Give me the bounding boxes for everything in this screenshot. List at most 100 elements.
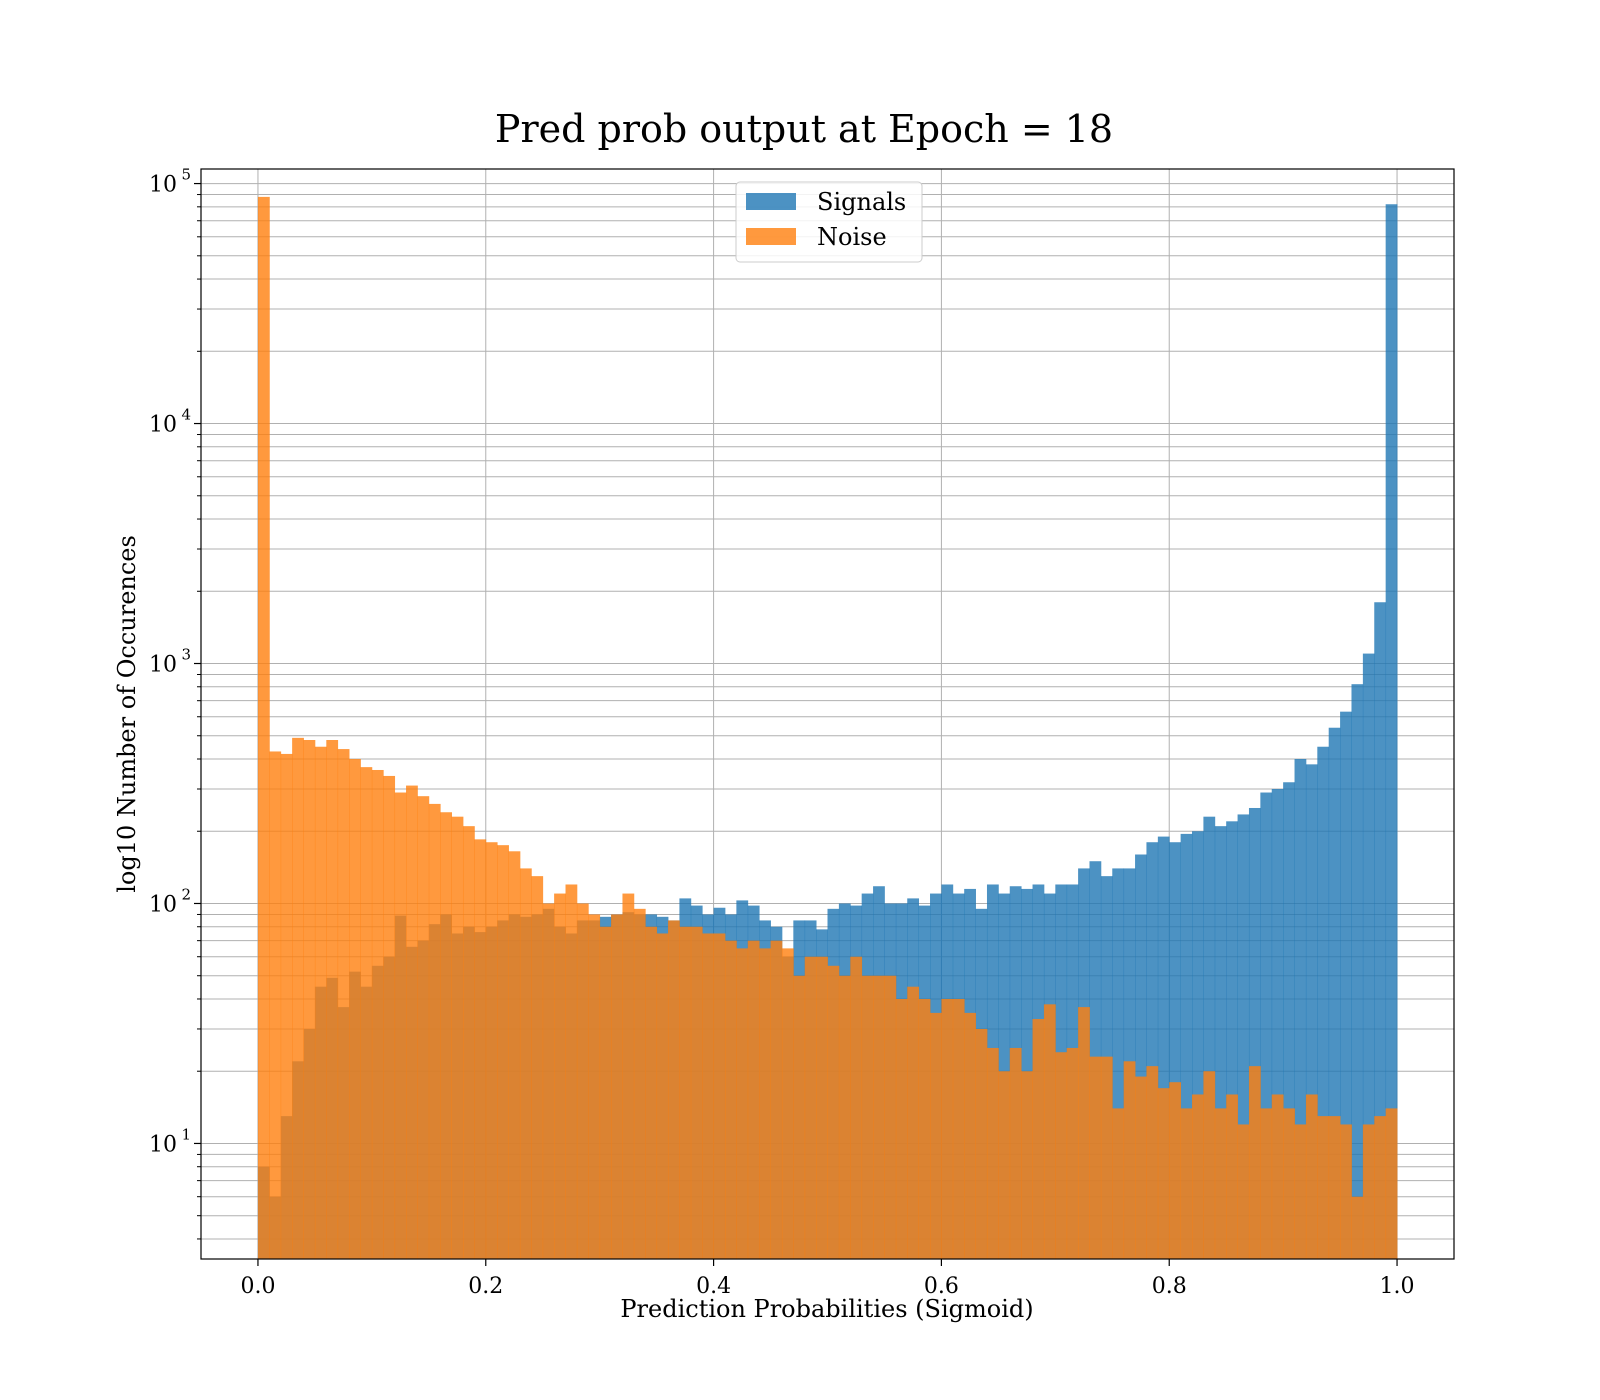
bar-noise [930, 1012, 942, 1259]
bar-noise [1021, 1071, 1033, 1259]
bar-noise [1385, 1108, 1398, 1259]
bar-signals [1260, 792, 1273, 1259]
bar-noise [986, 1047, 999, 1259]
bar-noise [1226, 1094, 1238, 1259]
legend-label-noise: Noise [817, 223, 887, 251]
bar-noise [599, 926, 612, 1259]
bar-noise [588, 914, 601, 1259]
bar-noise [1089, 1056, 1102, 1259]
bar-noise [1078, 1007, 1090, 1259]
bar-noise [1169, 1082, 1182, 1259]
y-tick-exponent: 3 [181, 646, 191, 664]
bar-noise [633, 908, 646, 1259]
bar-noise [690, 926, 703, 1259]
bar-noise [383, 775, 396, 1259]
bar-noise [713, 933, 726, 1259]
bar-signals [1226, 821, 1238, 1259]
y-tick-label: 10 [149, 892, 177, 917]
x-tick-label: 0.4 [696, 1274, 731, 1299]
bar-noise [394, 792, 407, 1259]
bar-noise [417, 796, 430, 1259]
bar-noise [292, 737, 304, 1259]
bar-noise [645, 926, 658, 1259]
bar-noise [1203, 1071, 1216, 1259]
y-tick-exponent: 5 [181, 166, 191, 184]
bar-signals [1112, 868, 1125, 1259]
bar-noise [269, 751, 282, 1259]
bar-noise [1374, 1116, 1387, 1259]
bar-noise [1135, 1076, 1147, 1259]
bar-signals [1271, 788, 1284, 1259]
bar-signals [1135, 854, 1147, 1259]
x-tick-label: 0.8 [1152, 1274, 1187, 1299]
bar-noise [1271, 1094, 1284, 1259]
bar-signals [1362, 653, 1375, 1259]
bar-noise [622, 893, 635, 1259]
y-tick-label: 10 [149, 1132, 177, 1157]
bar-noise [1180, 1108, 1193, 1259]
bar-signals [1294, 759, 1307, 1259]
bar-noise [337, 749, 350, 1259]
bar-noise [611, 914, 623, 1259]
bar-noise [1328, 1116, 1341, 1259]
bar-noise [1317, 1116, 1330, 1259]
bar-noise [371, 769, 384, 1259]
bar-noise [895, 998, 908, 1259]
y-tick-label: 10 [149, 173, 177, 198]
bar-noise [1055, 1052, 1068, 1259]
bar-noise [508, 851, 521, 1259]
bar-noise [485, 842, 498, 1259]
bar-noise [554, 893, 566, 1259]
bar-noise [668, 920, 680, 1259]
chart-title: Pred prob output at Epoch = 18 [495, 107, 1113, 151]
bar-noise [759, 948, 771, 1259]
x-axis-ticks: 0.0 0.2 0.4 0.6 0.8 1.0 [240, 1259, 1415, 1299]
bar-noise [280, 753, 293, 1259]
bar-noise [1214, 1108, 1227, 1259]
bar-noise [941, 998, 954, 1259]
bar-noise [303, 740, 316, 1259]
bar-noise [349, 759, 361, 1259]
x-tick-label: 0.2 [468, 1274, 503, 1299]
legend-label-signals: Signals [817, 188, 906, 216]
bar-noise [998, 1071, 1011, 1259]
bar-noise [1043, 1004, 1056, 1259]
plot-area [200, 168, 1455, 1260]
x-tick-label: 0.6 [924, 1274, 959, 1299]
bar-noise [918, 998, 931, 1259]
bar-noise [724, 940, 737, 1259]
bar-noise [1157, 1088, 1170, 1259]
bar-noise [975, 1028, 988, 1259]
bar-noise [576, 903, 589, 1259]
bar-noise [1362, 1124, 1375, 1259]
bar-noise [565, 884, 578, 1259]
bar-signals [1351, 684, 1364, 1259]
bar-signals [1169, 842, 1182, 1259]
y-tick-label: 10 [149, 653, 177, 678]
bar-noise [816, 956, 828, 1259]
bar-noise [1192, 1094, 1204, 1259]
bar-noise [1009, 1047, 1022, 1259]
bar-noise [1260, 1108, 1273, 1259]
bar-noise [428, 803, 441, 1259]
bar-signals [1283, 782, 1295, 1259]
y-tick-exponent: 1 [181, 1125, 191, 1143]
bar-signals [1248, 807, 1261, 1259]
bar-noise [793, 975, 806, 1259]
bar-signals [1374, 602, 1387, 1259]
bar-signals [1146, 842, 1159, 1259]
bar-noise [1146, 1066, 1159, 1259]
series-noise-bars [257, 196, 1398, 1260]
x-tick-label: 1.0 [1380, 1274, 1415, 1299]
x-axis-label: Prediction Probabilities (Sigmoid) [620, 1295, 1033, 1323]
bar-noise [873, 975, 885, 1259]
bar-signals [1305, 764, 1318, 1259]
bar-signals [1203, 816, 1216, 1259]
bar-noise [827, 965, 840, 1259]
bar-noise [1294, 1124, 1307, 1259]
y-axis-label: log10 Number of Occurences [113, 535, 141, 893]
bar-noise [1066, 1047, 1079, 1259]
bar-noise [440, 812, 452, 1259]
bar-noise [531, 876, 544, 1259]
